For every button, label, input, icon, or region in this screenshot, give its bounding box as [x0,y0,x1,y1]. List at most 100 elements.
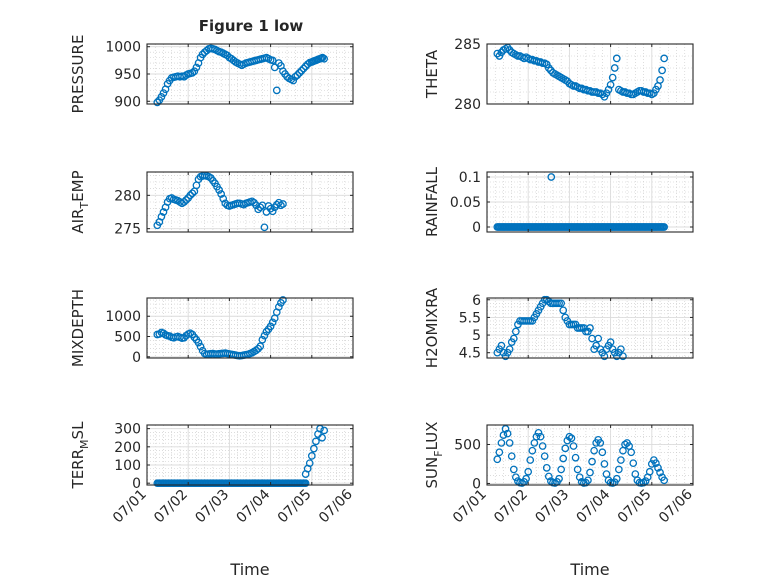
y-tick-label: 0.1 [459,170,481,186]
data-point [594,334,603,343]
data-point [586,324,594,332]
data-point [194,338,203,347]
data-point [600,352,609,361]
data-point [268,318,277,327]
data-point [532,432,541,441]
axes-box [486,424,694,486]
y-axis-label: TERRMSL [69,421,91,490]
data-point [654,464,662,472]
data-point [501,425,510,433]
data-point [188,189,197,198]
x-axis-label: Time [569,560,609,579]
data-point [320,54,329,63]
series-points [493,173,669,231]
data-point [582,478,590,487]
data-point [606,338,615,346]
subplot-5: 0 500 1000 MIXDEPTH [69,289,354,367]
y-tick-label: 0 [472,476,481,492]
data-point [647,460,656,468]
data-point [159,329,168,338]
axes-background [147,425,353,485]
data-point [157,212,166,221]
data-point [586,468,594,477]
data-point [557,465,566,474]
data-point [555,474,563,483]
data-point [289,76,298,85]
subplot-2: 280 285 THETA [423,37,694,113]
data-point [258,335,267,344]
figure-title: Figure 1 low [199,17,304,35]
data-point [260,223,269,232]
y-axis-label: PRESSURE [69,35,87,114]
data-point [318,433,326,442]
data-point [567,434,576,443]
data-point [584,476,592,485]
data-point [571,453,580,462]
data-point [217,190,226,198]
y-tick-label: 900 [114,94,141,110]
data-point [544,472,553,481]
data-point [182,196,190,204]
data-point [188,69,197,77]
data-point [511,473,520,482]
data-point [215,186,223,194]
data-point [299,64,308,73]
data-point [507,452,516,461]
data-point [272,86,281,95]
axes-box [146,297,354,359]
data-point [660,476,669,485]
data-point [159,208,168,216]
data-point [279,296,287,304]
data-point [540,452,549,461]
data-point [274,303,283,311]
y-tick-label: 0 [132,350,141,366]
series-points [493,295,627,361]
y-axis-label: MIXDEPTH [69,289,87,367]
data-point [588,457,596,466]
data-point [641,477,650,485]
axes-box [146,424,354,486]
data-point [295,69,304,77]
data-point [157,93,166,101]
data-point [497,439,506,447]
data-point [652,459,660,468]
data-point [297,66,306,75]
data-point [503,429,512,438]
series-points [153,44,329,107]
data-point [505,345,514,354]
data-point [301,479,310,488]
data-point [656,468,664,477]
y-tick-label: 1000 [105,309,141,325]
data-point [612,474,621,483]
series-points [153,171,287,232]
subplot-6: 4.5 5 5.56 H2OMIXRA [423,287,694,368]
y-tick-label: 5.5 [459,310,481,326]
data-point [196,342,205,351]
data-point [509,465,518,474]
data-point [617,456,625,464]
data-point [310,444,318,453]
x-axis-label: Time [229,560,269,579]
data-point [493,455,502,464]
axes-box [486,297,694,359]
grid [486,43,694,105]
data-point [320,426,329,435]
data-point [660,54,669,63]
data-point [186,191,195,200]
y-tick-label: 200 [114,440,141,456]
data-point [505,439,514,447]
y-tick-label: 285 [454,37,481,53]
data-point [658,66,666,75]
axes-background [147,298,353,358]
data-point [495,448,504,457]
data-point [559,306,568,315]
data-point [260,331,269,340]
data-point [569,442,578,450]
data-point [645,467,654,476]
data-point [153,98,162,107]
data-point [563,436,572,445]
data-point [318,53,327,62]
